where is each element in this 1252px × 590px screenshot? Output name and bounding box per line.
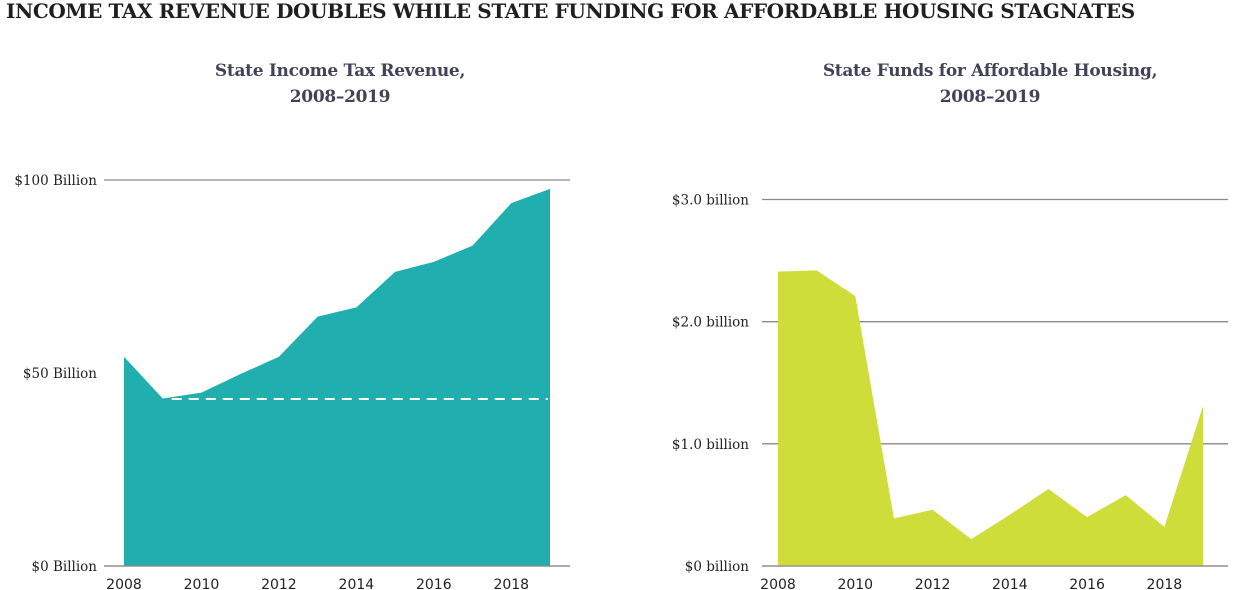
housing-funds-x-tick-label: 2016 xyxy=(1069,577,1105,590)
housing-funds-x-tick-label: 2014 xyxy=(992,577,1028,590)
income-tax-y-tick-label: $50 Billion xyxy=(23,366,97,382)
housing-funds-area xyxy=(778,270,1203,566)
left-chart-title: State Income Tax Revenue, 2008–2019 xyxy=(145,58,535,110)
housing-funds-y-tick-label: $3.0 billion xyxy=(672,193,749,209)
housing-funds-x-tick-label: 2008 xyxy=(760,577,796,590)
housing-funds-x-tick-label: 2010 xyxy=(837,577,873,590)
main-title: INCOME TAX REVENUE DOUBLES WHILE STATE F… xyxy=(6,0,1135,23)
income-tax-x-tick-label: 2014 xyxy=(339,577,375,590)
right-chart-title-line2: 2008–2019 xyxy=(939,87,1041,107)
housing-funds-x-tick-label: 2012 xyxy=(915,577,951,590)
left-chart-title-line2: 2008–2019 xyxy=(289,87,391,107)
income-tax-x-tick-label: 2012 xyxy=(261,577,297,590)
income-tax-x-tick-label: 2008 xyxy=(106,577,142,590)
right-chart-title-line1: State Funds for Affordable Housing, xyxy=(822,61,1158,81)
left-chart-title-line1: State Income Tax Revenue, xyxy=(214,61,466,81)
income-tax-area xyxy=(124,188,550,567)
income-tax-x-tick-label: 2016 xyxy=(416,577,452,590)
income-tax-y-tick-label: $100 Billion xyxy=(14,173,97,189)
income-tax-chart: $0 Billion $50 Billion $100 Billion 2008 201… xyxy=(14,173,570,590)
housing-funds-x-tick-label: 2018 xyxy=(1147,577,1183,590)
right-chart-title: State Funds for Affordable Housing, 2008… xyxy=(780,58,1200,110)
income-tax-y-tick-label: $0 Billion xyxy=(32,559,98,575)
housing-funds-y-tick-label: $0 billion xyxy=(685,559,750,575)
income-tax-x-tick-label: 2010 xyxy=(184,577,220,590)
housing-funds-y-tick-label: $2.0 billion xyxy=(672,315,749,331)
housing-funds-y-tick-label: $1.0 billion xyxy=(672,437,749,453)
income-tax-x-tick-label: 2018 xyxy=(493,577,529,590)
